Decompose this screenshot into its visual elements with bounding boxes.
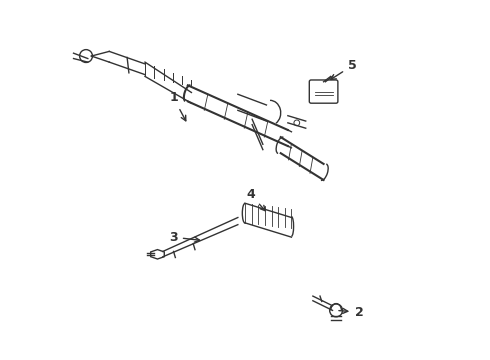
- Text: 2: 2: [339, 306, 364, 319]
- Text: 1: 1: [169, 91, 186, 121]
- Text: 4: 4: [246, 188, 265, 211]
- Text: 5: 5: [331, 59, 357, 80]
- Text: 3: 3: [169, 231, 199, 244]
